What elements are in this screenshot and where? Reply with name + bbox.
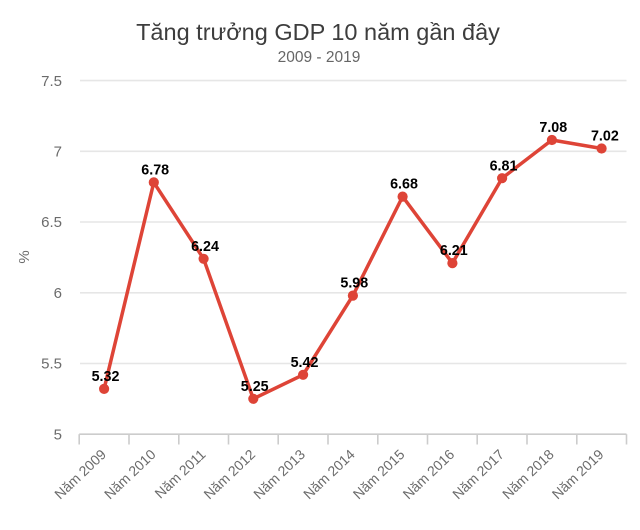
svg-text:5: 5 (54, 426, 62, 443)
svg-text:6.5: 6.5 (41, 214, 62, 231)
svg-text:2009 - 2019: 2009 - 2019 (278, 49, 361, 66)
svg-text:5.42: 5.42 (291, 355, 319, 371)
svg-text:7: 7 (54, 144, 62, 161)
svg-text:%: % (16, 250, 33, 263)
svg-text:6.78: 6.78 (141, 163, 169, 179)
svg-text:7.5: 7.5 (41, 73, 62, 90)
svg-text:6.68: 6.68 (390, 177, 418, 193)
svg-text:7.02: 7.02 (591, 129, 619, 145)
svg-text:6.21: 6.21 (440, 243, 468, 259)
svg-text:7.08: 7.08 (539, 120, 567, 136)
svg-text:6.24: 6.24 (191, 239, 219, 255)
svg-text:5.32: 5.32 (92, 369, 120, 385)
svg-text:5.25: 5.25 (241, 379, 269, 395)
svg-text:5.98: 5.98 (340, 276, 368, 292)
svg-text:Tăng trưởng GDP 10 năm gần đây: Tăng trưởng GDP 10 năm gần đây (136, 19, 500, 45)
svg-text:6.81: 6.81 (490, 158, 518, 174)
svg-text:6: 6 (54, 285, 62, 302)
svg-text:5.5: 5.5 (41, 356, 62, 373)
